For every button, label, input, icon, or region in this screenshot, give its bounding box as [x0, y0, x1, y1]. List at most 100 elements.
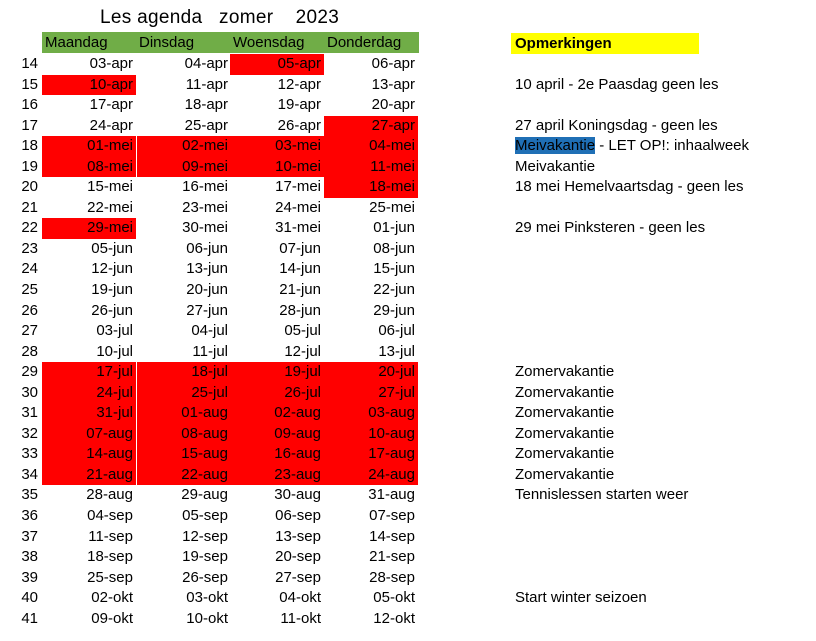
date-cell[interactable]: 16-mei	[182, 178, 228, 196]
remark-cell[interactable]: Meivakantie	[515, 157, 596, 175]
date-cell[interactable]: 27-apr	[324, 115, 418, 137]
date-cell[interactable]: 05-sep	[182, 507, 228, 525]
date-cell[interactable]: 09-aug	[230, 423, 324, 445]
date-cell[interactable]: 20-jun	[186, 281, 228, 299]
remark-cell[interactable]: 29 mei Pinksteren - geen les	[515, 219, 706, 237]
date-cell[interactable]: 29-aug	[181, 486, 228, 504]
date-cell[interactable]: 12-sep	[182, 527, 228, 545]
date-cell[interactable]: 25-sep	[87, 568, 133, 586]
week-number[interactable]: 31	[21, 404, 38, 422]
date-cell[interactable]: 20-apr	[371, 96, 415, 114]
date-cell[interactable]: 11-mei	[324, 156, 418, 178]
date-cell[interactable]: 01-aug	[137, 403, 231, 424]
date-cell[interactable]: 08-jun	[373, 239, 415, 257]
remark-cell[interactable]: Zomervakantie	[515, 445, 615, 463]
header-woensdag[interactable]: Woensdag	[233, 34, 305, 51]
date-cell[interactable]: 04-sep	[87, 507, 133, 525]
date-cell[interactable]: 22-mei	[87, 198, 133, 216]
date-cell[interactable]: 18-apr	[184, 96, 228, 114]
week-number[interactable]: 24	[21, 260, 38, 278]
date-cell[interactable]: 18-jul	[137, 362, 231, 383]
date-cell[interactable]: 14-aug	[42, 444, 136, 465]
date-cell[interactable]: 31-mei	[275, 219, 321, 237]
date-cell[interactable]: 17-apr	[89, 96, 133, 114]
date-cell[interactable]: 30-mei	[182, 219, 228, 237]
date-cell[interactable]: 06-sep	[275, 507, 321, 525]
date-cell[interactable]: 21-aug	[42, 464, 136, 486]
date-cell[interactable]: 08-mei	[42, 156, 136, 178]
week-number[interactable]: 36	[21, 507, 38, 525]
date-cell[interactable]: 06-apr	[371, 55, 415, 72]
date-cell[interactable]: 13-jun	[186, 260, 228, 278]
date-cell[interactable]: 21-jun	[279, 281, 321, 299]
week-number[interactable]: 16	[21, 96, 38, 114]
date-cell[interactable]: 18-mei	[324, 177, 418, 198]
date-cell[interactable]: 14-jun	[279, 260, 321, 278]
remark-cell[interactable]: Zomervakantie	[515, 465, 615, 483]
remark-cell[interactable]: 27 april Koningsdag - geen les	[515, 116, 718, 134]
date-cell[interactable]: 25-apr	[184, 116, 228, 134]
date-cell[interactable]: 02-mei	[137, 136, 231, 157]
date-cell[interactable]: 13-apr	[371, 75, 415, 93]
date-cell[interactable]: 19-jul	[230, 362, 324, 383]
date-cell[interactable]: 04-apr	[184, 55, 228, 72]
date-cell[interactable]: 02-aug	[230, 403, 324, 424]
date-cell[interactable]: 17-mei	[275, 178, 321, 196]
week-number[interactable]: 41	[21, 609, 38, 627]
date-cell[interactable]: 19-apr	[277, 96, 321, 114]
week-number[interactable]: 26	[21, 301, 38, 319]
date-cell[interactable]: 21-sep	[369, 548, 415, 566]
date-cell[interactable]: 24-aug	[324, 464, 418, 486]
week-number[interactable]: 38	[21, 548, 38, 566]
date-cell[interactable]: 26-apr	[277, 116, 321, 134]
week-number[interactable]: 15	[21, 75, 38, 93]
date-cell[interactable]: 16-aug	[230, 444, 324, 465]
date-cell[interactable]: 09-okt	[91, 609, 133, 627]
date-cell[interactable]: 03-okt	[186, 589, 228, 607]
date-cell[interactable]: 11-jul	[192, 342, 228, 360]
date-cell[interactable]: 29-mei	[42, 218, 136, 239]
date-cell[interactable]: 10-aug	[324, 423, 418, 445]
date-cell[interactable]: 11-apr	[185, 75, 228, 93]
date-cell[interactable]: 05-jun	[91, 239, 133, 257]
date-cell[interactable]: 20-jul	[324, 362, 418, 383]
date-cell[interactable]: 24-apr	[89, 116, 133, 134]
date-cell[interactable]: 30-aug	[274, 486, 321, 504]
date-cell[interactable]: 05-jul	[284, 322, 321, 340]
date-cell[interactable]: 07-sep	[369, 507, 415, 525]
week-number[interactable]: 19	[21, 157, 38, 175]
date-cell[interactable]: 23-mei	[182, 198, 228, 216]
date-cell[interactable]: 12-okt	[373, 609, 415, 627]
date-cell[interactable]: 09-mei	[137, 156, 231, 178]
date-cell[interactable]: 11-okt	[280, 609, 321, 627]
date-cell[interactable]: 25-jul	[137, 382, 231, 404]
date-cell[interactable]: 17-jul	[42, 362, 136, 383]
date-cell[interactable]: 11-sep	[88, 527, 133, 545]
date-cell[interactable]: 28-sep	[369, 568, 415, 586]
date-cell[interactable]: 19-sep	[182, 548, 228, 566]
week-number[interactable]: 23	[21, 239, 38, 257]
date-cell[interactable]: 03-mei	[230, 136, 324, 157]
date-cell[interactable]: 14-sep	[369, 527, 415, 545]
remarks-header[interactable]: Opmerkingen	[511, 33, 699, 54]
date-cell[interactable]: 07-aug	[42, 423, 136, 445]
week-number[interactable]: 37	[21, 527, 38, 545]
date-cell[interactable]: 26-jul	[230, 382, 324, 404]
date-cell[interactable]: 12-jul	[284, 342, 321, 360]
remark-cell[interactable]: Tennislessen starten weer	[515, 486, 689, 504]
date-cell[interactable]: 17-aug	[324, 444, 418, 465]
header-donderdag[interactable]: Donderdag	[327, 34, 402, 51]
date-cell[interactable]: 06-jul	[378, 322, 415, 340]
date-cell[interactable]: 24-mei	[275, 198, 321, 216]
remark-cell[interactable]: Meivakantie - LET OP!: inhaalweek	[515, 136, 749, 156]
week-number[interactable]: 21	[21, 198, 38, 216]
week-number[interactable]: 27	[21, 322, 38, 340]
date-cell[interactable]: 26-sep	[182, 568, 228, 586]
date-cell[interactable]: 05-okt	[373, 589, 415, 607]
date-cell[interactable]: 05-apr	[230, 54, 324, 75]
date-cell[interactable]: 01-jun	[373, 219, 415, 237]
date-cell[interactable]: 12-jun	[91, 260, 133, 278]
date-cell[interactable]: 04-okt	[279, 589, 321, 607]
date-cell[interactable]: 19-jun	[91, 281, 133, 299]
date-cell[interactable]: 28-aug	[86, 486, 133, 504]
